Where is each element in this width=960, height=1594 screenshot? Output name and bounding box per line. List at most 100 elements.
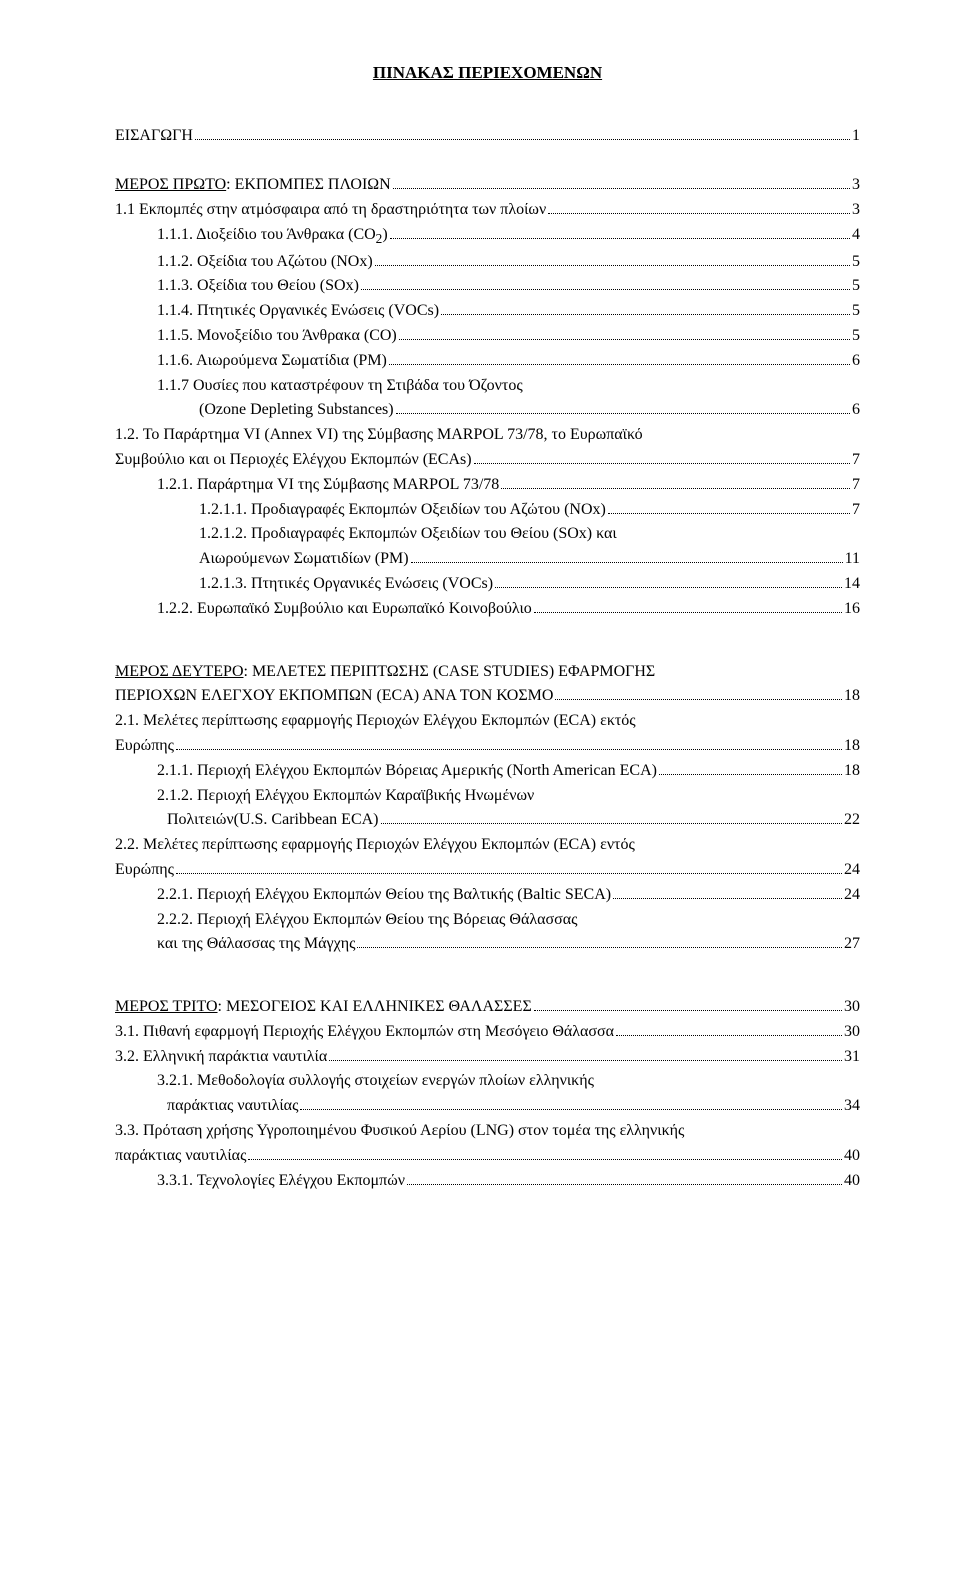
toc-leader-dots [534, 1010, 842, 1011]
toc-entry-text: 2.1.2. Περιοχή Ελέγχου Εκπομπών Καραϊβικ… [157, 784, 534, 809]
toc-entry-text: 1.2.1.2. Προδιαγραφές Εκπομπών Οξειδίων … [199, 522, 617, 547]
table-of-contents: ΕΙΣΑΓΩΓΗ1 ΜΕΡΟΣ ΠΡΩΤΟ: ΕΚΠΟΜΠΕΣ ΠΛΟΙΩΝ 3 1.… [115, 124, 860, 1193]
toc-entry: 1.2.1.3. Πτητικές Οργανικές Ενώσεις (VOC… [115, 572, 860, 597]
toc-entry: Πολιτειών(U.S. Caribbean ECA) 22 [115, 808, 860, 833]
toc-entry-text: 2.2.1. Περιοχή Ελέγχου Εκπομπών Θείου τη… [157, 883, 611, 908]
toc-entry: 1.1.3. Οξείδια του Θείου (SOx)5 [115, 274, 860, 299]
toc-entry-text: Συμβούλιο και οι Περιοχές Ελέγχου Εκπομπ… [115, 448, 472, 473]
toc-entry: 3.2. Ελληνική παράκτια ναυτιλία 31 [115, 1045, 860, 1070]
toc-leader-dots [357, 947, 842, 948]
toc-leader-dots [393, 188, 850, 189]
toc-page-number: 31 [844, 1045, 860, 1070]
toc-page-number: 4 [852, 223, 860, 248]
toc-entry-text: 3.2. Ελληνική παράκτια ναυτιλία [115, 1045, 327, 1070]
toc-entry: 2.2. Μελέτες περίπτωσης εφαρμογής Περιοχ… [115, 833, 860, 858]
toc-leader-dots [534, 612, 842, 613]
toc-entry-text: 2.1.1. Περιοχή Ελέγχου Εκπομπών Βόρειας … [157, 759, 657, 784]
toc-entry: ΕΙΣΑΓΩΓΗ1 [115, 124, 860, 149]
toc-leader-dots [195, 139, 850, 140]
toc-leader-dots [608, 513, 850, 514]
toc-leader-dots [659, 774, 842, 775]
toc-entry: 1.1 Εκπομπές στην ατμόσφαιρα από τη δρασ… [115, 198, 860, 223]
page-title: ΠΙΝΑΚΑΣ ΠΕΡΙΕΧΟΜΕΝΩΝ [115, 60, 860, 86]
toc-entry-text: 1.2.1. Παράρτημα VI της Σύμβασης MARPOL … [157, 473, 499, 498]
toc-entry: 1.2. Το Παράρτημα VI (Annex VI) της Σύμβ… [115, 423, 860, 448]
toc-entry: 2.2.1. Περιοχή Ελέγχου Εκπομπών Θείου τη… [115, 883, 860, 908]
toc-entry: Συμβούλιο και οι Περιοχές Ελέγχου Εκπομπ… [115, 448, 860, 473]
toc-page-number: 40 [844, 1144, 860, 1169]
toc-leader-dots [248, 1159, 842, 1160]
blank-spacer [115, 622, 860, 660]
toc-entry-text: παράκτιας ναυτιλίας [167, 1094, 298, 1119]
toc-leader-dots [555, 699, 842, 700]
toc-entry: Αιωρούμενων Σωματιδίων (PM) 11 [115, 547, 860, 572]
toc-leader-dots [613, 898, 842, 899]
toc-entry-suffix: : ΜΕΛΕΤΕΣ ΠΕΡΙΠΤΩΣΗΣ (CASE STUDIES) ΕΦΑΡ… [244, 663, 656, 680]
toc-entry-text: 2.2.2. Περιοχή Ελέγχου Εκπομπών Θείου τη… [157, 908, 577, 933]
toc-entry-text: 1.1.2. Οξείδια του Αζώτου (NOx) [157, 250, 373, 275]
toc-entry: και της Θάλασσας της Μάγχης27 [115, 932, 860, 957]
toc-entry-text: 1.1 Εκπομπές στην ατμόσφαιρα από τη δρασ… [115, 198, 546, 223]
toc-entry-suffix: : ΕΚΠΟΜΠΕΣ ΠΛΟΙΩΝ [226, 176, 391, 193]
toc-leader-dots [407, 1184, 842, 1185]
toc-page-number: 34 [844, 1094, 860, 1119]
toc-entry-text: 1.2. Το Παράρτημα VI (Annex VI) της Σύμβ… [115, 423, 643, 448]
toc-page-number: 11 [845, 547, 860, 572]
toc-entry: 2.1. Μελέτες περίπτωσης εφαρμογής Περιοχ… [115, 709, 860, 734]
toc-entry-text: 3.3.1. Τεχνολογίες Ελέγχου Εκπομπών [157, 1169, 405, 1194]
toc-leader-dots [411, 562, 843, 563]
toc-page-number: 7 [852, 473, 860, 498]
toc-entry-text: 3.1. Πιθανή εφαρμογή Περιοχής Ελέγχου Εκ… [115, 1020, 614, 1045]
toc-leader-dots [176, 749, 842, 750]
toc-entry: 1.1.1. Διοξείδιο του Άνθρακα (CO2)4 [115, 223, 860, 250]
toc-entry: 2.1.1. Περιοχή Ελέγχου Εκπομπών Βόρειας … [115, 759, 860, 784]
toc-entry-text: Πολιτειών(U.S. Caribbean ECA) [167, 808, 379, 833]
toc-leader-dots [329, 1060, 842, 1061]
toc-page-number: 16 [844, 597, 860, 622]
toc-entry-text: ΠΕΡΙΟΧΩΝ ΕΛΕΓΧΟΥ ΕΚΠΟΜΠΩΝ (ECA) ΑΝΑ ΤΟΝ … [115, 684, 553, 709]
toc-page-number: 27 [844, 932, 860, 957]
toc-entry: 3.3.1. Τεχνολογίες Ελέγχου Εκπομπών40 [115, 1169, 860, 1194]
toc-entry: 1.1.4. Πτητικές Οργανικές Ενώσεις (VOCs)… [115, 299, 860, 324]
toc-entry: 1.2.1.1. Προδιαγραφές Εκπομπών Οξειδίων … [115, 498, 860, 523]
toc-entry: παράκτιας ναυτιλίας 34 [115, 1094, 860, 1119]
toc-entry: ΠΕΡΙΟΧΩΝ ΕΛΕΓΧΟΥ ΕΚΠΟΜΠΩΝ (ECA) ΑΝΑ ΤΟΝ … [115, 684, 860, 709]
toc-entry-text: ΜΕΡΟΣ ΠΡΩΤΟ: ΕΚΠΟΜΠΕΣ ΠΛΟΙΩΝ [115, 173, 391, 198]
toc-leader-dots [501, 488, 850, 489]
toc-leader-dots [390, 238, 850, 239]
toc-entry-text: Ευρώπης [115, 858, 174, 883]
toc-entry: ΜΕΡΟΣ ΠΡΩΤΟ: ΕΚΠΟΜΠΕΣ ΠΛΟΙΩΝ 3 [115, 173, 860, 198]
toc-page-number: 18 [844, 734, 860, 759]
toc-page-number: 18 [844, 759, 860, 784]
toc-entry-text: 1.1.7 Ουσίες που καταστρέφουν τη Στιβάδα… [157, 374, 523, 399]
toc-page-number: 24 [844, 883, 860, 908]
toc-leader-dots [399, 339, 850, 340]
toc-entry-prefix: ΜΕΡΟΣ ΤΡΙΤΟ [115, 998, 218, 1015]
toc-page-number: 18 [844, 684, 860, 709]
toc-page-number: 3 [852, 173, 860, 198]
toc-entry: 2.2.2. Περιοχή Ελέγχου Εκπομπών Θείου τη… [115, 908, 860, 933]
toc-entry-text: 1.1.4. Πτητικές Οργανικές Ενώσεις (VOCs) [157, 299, 439, 324]
toc-entry: ΜΕΡΟΣ ΤΡΙΤΟ: ΜΕΣΟΓΕΙΟΣ ΚΑΙ ΕΛΛΗΝΙΚΕΣ ΘΑΛ… [115, 995, 860, 1020]
toc-entry: 1.2.1.2. Προδιαγραφές Εκπομπών Οξειδίων … [115, 522, 860, 547]
toc-leader-dots [474, 463, 850, 464]
toc-entry: 1.2.1. Παράρτημα VI της Σύμβασης MARPOL … [115, 473, 860, 498]
toc-page-number: 5 [852, 250, 860, 275]
blank-spacer [115, 149, 860, 173]
toc-entry-text: ΕΙΣΑΓΩΓΗ [115, 124, 193, 149]
toc-page-number: 24 [844, 858, 860, 883]
toc-entry: 1.1.5. Μονοξείδιο του Άνθρακα (CO)5 [115, 324, 860, 349]
toc-entry-text: 1.2.2. Ευρωπαϊκό Συμβούλιο και Ευρωπαϊκό… [157, 597, 532, 622]
toc-page-number: 14 [844, 572, 860, 597]
toc-entry-text: 2.1. Μελέτες περίπτωσης εφαρμογής Περιοχ… [115, 709, 636, 734]
toc-entry-text: 3.2.1. Μεθοδολογία συλλογής στοιχείων εν… [157, 1069, 594, 1094]
toc-leader-dots [300, 1109, 842, 1110]
toc-leader-dots [375, 265, 850, 266]
toc-page-number: 22 [844, 808, 860, 833]
toc-entry-text: (Ozone Depleting Substances) [199, 398, 394, 423]
toc-entry-text: 2.2. Μελέτες περίπτωσης εφαρμογής Περιοχ… [115, 833, 635, 858]
toc-page-number: 6 [852, 349, 860, 374]
toc-entry-text: Αιωρούμενων Σωματιδίων (PM) [199, 547, 409, 572]
toc-entry-text: 1.1.6. Αιωρούμενα Σωματίδια (PM) [157, 349, 387, 374]
toc-page-number: 7 [852, 498, 860, 523]
